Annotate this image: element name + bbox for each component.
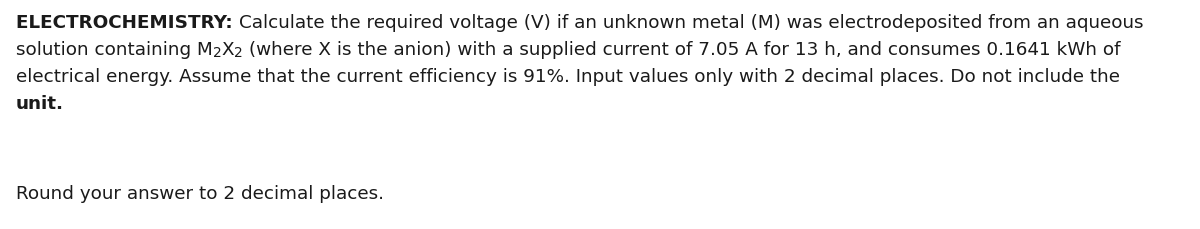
Text: electrical energy. Assume that the current efficiency is 91%. Input values only : electrical energy. Assume that the curre… — [16, 68, 1120, 86]
Text: unit.: unit. — [16, 95, 64, 113]
Text: 2: 2 — [212, 46, 222, 60]
Text: (where X is the anion) with a supplied current of 7.05 A for 13 h, and consumes : (where X is the anion) with a supplied c… — [242, 41, 1121, 59]
Text: 2: 2 — [234, 46, 242, 60]
Text: Calculate the required voltage (V) if an unknown metal (M) was electrodeposited : Calculate the required voltage (V) if an… — [239, 14, 1144, 32]
Text: X: X — [222, 41, 234, 59]
Text: solution containing M: solution containing M — [16, 41, 212, 59]
Text: ELECTROCHEMISTRY:: ELECTROCHEMISTRY: — [16, 14, 239, 32]
Text: Round your answer to 2 decimal places.: Round your answer to 2 decimal places. — [16, 185, 384, 203]
